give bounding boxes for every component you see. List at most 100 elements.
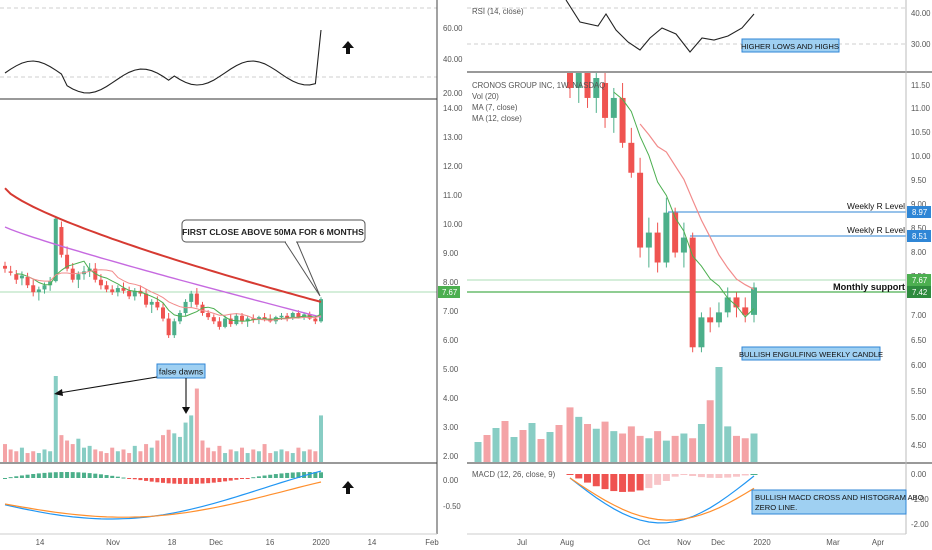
- weekly-r2-label: Weekly R Level: [847, 225, 905, 235]
- right-volume-bar: [592, 428, 600, 462]
- right-volume-bar: [519, 430, 527, 462]
- right-volume-bar: [750, 433, 758, 462]
- right-price-tick: 6.50: [911, 336, 927, 345]
- left-volume-bar: [211, 451, 216, 462]
- right-price-tick: 7.00: [911, 311, 927, 320]
- left-time-tick: Feb: [425, 538, 439, 547]
- right-rsi-title: RSI (14, close): [472, 7, 524, 16]
- right-macd-hist-bar: [566, 474, 574, 475]
- left-macd-hist-bar: [115, 476, 120, 478]
- left-volume-bar: [206, 447, 211, 462]
- left-candle-body: [172, 321, 177, 336]
- left-volume-bar: [302, 451, 307, 462]
- left-macd-hist-bar: [104, 475, 109, 478]
- right-macd-tick: 0.00: [911, 470, 927, 479]
- left-volume-bar: [138, 451, 143, 462]
- left-volume-bar: [48, 451, 53, 462]
- left-macd-hist-bar: [177, 478, 182, 484]
- left-volume-bar: [285, 451, 290, 462]
- left-candle-body: [161, 307, 165, 319]
- right-macd-hist-bar: [715, 474, 723, 478]
- left-volume-bar: [262, 444, 267, 462]
- left-price-tick: 6.00: [443, 336, 459, 345]
- left-volume-bar: [8, 449, 13, 462]
- right-price-tick: 4.50: [911, 441, 927, 450]
- left-candle-body: [76, 274, 81, 280]
- right-macd-hist-bar: [689, 474, 697, 476]
- left-macd-hist-bar: [172, 478, 177, 484]
- left-volume-bar: [115, 451, 120, 462]
- left-volume-bar: [3, 444, 7, 462]
- right-volume-bar: [732, 435, 740, 462]
- right-macd-title: MACD (12, 26, close, 9): [472, 470, 556, 479]
- left-volume-bar: [268, 453, 273, 462]
- left-price-tick: 10.00: [443, 220, 463, 229]
- left-volume-bar: [273, 451, 278, 462]
- right-rsi-axis: 40.00 30.00: [911, 9, 931, 49]
- left-macd-hist-bar: [14, 476, 19, 478]
- left-volume-bar: [31, 451, 36, 462]
- left-time-tick: 14: [368, 538, 377, 547]
- right-price-tick: 11.00: [911, 104, 931, 113]
- left-macd-hist-bar: [19, 475, 24, 478]
- macd-note-label: BULLISH MACD CROSS AND HISTOGRAM ABO ZER…: [751, 489, 924, 515]
- left-macd-hist-bar: [132, 478, 137, 480]
- right-candle-body: [654, 232, 661, 263]
- right-candle-body: [619, 97, 626, 143]
- right-volume-bar: [566, 407, 574, 462]
- left-rsi-tick: 40.00: [443, 55, 463, 64]
- right-macd-hist-bar: [575, 474, 583, 479]
- right-price-tick: 9.00: [911, 200, 927, 209]
- left-macd-hist-bar: [262, 475, 267, 478]
- left-candle-body: [200, 304, 205, 314]
- right-volume-bar: [474, 442, 482, 462]
- right-macd-hist-bar: [654, 474, 662, 485]
- left-volume-bar: [251, 449, 256, 462]
- left-rsi-axis: 60.00 40.00 20.00: [443, 24, 463, 98]
- right-rsi-line: [565, 0, 755, 53]
- right-volume-bar: [510, 437, 518, 462]
- left-macd-hist-bar: [3, 478, 7, 479]
- left-macd-hist-bar: [313, 472, 318, 478]
- left-candle-body: [262, 317, 267, 319]
- left-candle-body: [194, 293, 199, 305]
- left-macd-hist-bar: [48, 472, 53, 478]
- left-volume-bar: [217, 445, 222, 462]
- right-macd-hist-bar: [627, 474, 635, 492]
- left-volume-bar: [59, 435, 64, 462]
- support-marker: [907, 286, 931, 298]
- right-macd-tick: -1.00: [911, 495, 929, 504]
- left-macd-hist-bar: [273, 474, 278, 478]
- right-macd-hist-bar: [750, 474, 758, 475]
- left-macd-histogram: [3, 472, 323, 484]
- right-chart-title: CRONOS GROUP INC, 1W, NASDAQ: [472, 81, 605, 90]
- left-volume-bar: [53, 376, 58, 462]
- left-macd-hist-bar: [228, 478, 233, 481]
- left-candle-body: [127, 290, 132, 297]
- left-macd-hist-bar: [65, 472, 70, 478]
- left-candle-body: [155, 301, 160, 308]
- right-macd-hist-bar: [619, 474, 627, 492]
- left-price-marker-value: 7.67: [442, 288, 457, 297]
- left-time-tick: 14: [36, 538, 45, 547]
- left-macd-hist-bar: [8, 477, 13, 479]
- left-candle-body: [98, 279, 103, 286]
- left-price-tick: 13.00: [443, 133, 463, 142]
- right-macd-hist-bar: [706, 474, 714, 478]
- right-candle-body: [733, 297, 740, 308]
- left-candle-body: [290, 313, 295, 319]
- left-macd-hist-bar: [200, 478, 205, 484]
- left-price-tick: 5.00: [443, 365, 459, 374]
- right-legend-vol: Vol (20): [472, 92, 499, 101]
- left-volume-bar: [307, 449, 312, 462]
- left-candle-body: [211, 317, 216, 322]
- higher-lows-text: HIGHER LOWS AND HIGHS: [741, 42, 839, 51]
- left-volume-bar: [319, 415, 323, 462]
- left-candle-body: [8, 271, 13, 273]
- right-macd-line: [569, 475, 755, 524]
- left-price-axis: 14.00 13.00 12.00 11.00 10.00 9.00 8.00 …: [443, 104, 463, 461]
- right-macd-hist-bar: [724, 474, 732, 478]
- left-macd-hist-bar: [110, 475, 115, 478]
- right-time-tick: Dec: [711, 538, 725, 547]
- left-volume-bar: [223, 453, 228, 462]
